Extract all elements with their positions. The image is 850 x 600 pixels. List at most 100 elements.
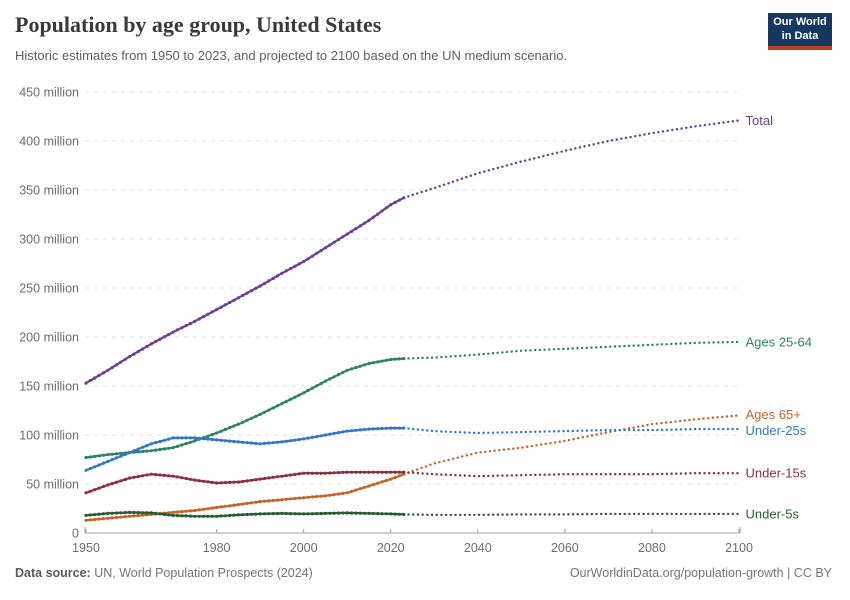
series-point-under-5s (210, 514, 214, 518)
series-point-ages-25-64 (110, 452, 114, 456)
series-point-ages-65- (376, 481, 380, 485)
series-label-ages-65-[interactable]: Ages 65+ (746, 407, 801, 422)
series-point-under-15s (280, 474, 284, 478)
series-point-ages-65- (258, 500, 262, 504)
series-point-ages-25-64 (380, 359, 384, 363)
series-point-under-25s (384, 426, 388, 430)
series-point-ages-65- (245, 501, 249, 505)
series-point-under-25s (84, 468, 88, 472)
series-point-total (389, 203, 393, 207)
series-point-ages-65- (223, 504, 227, 508)
series-point-ages-65- (323, 494, 327, 498)
series-point-total (201, 315, 206, 319)
series-point-ages-65- (249, 501, 253, 505)
series-label-under-15s[interactable]: Under-15s (746, 466, 807, 481)
series-line-historic-under-5s[interactable] (84, 511, 405, 518)
series-point-ages-65- (332, 493, 336, 497)
series-point-under-15s (101, 484, 105, 489)
x-axis-label: 1980 (203, 541, 231, 555)
series-point-ages-25-64 (345, 368, 349, 372)
series-line-projected-ages-25-64[interactable] (402, 340, 741, 360)
series-point-under-25s (336, 431, 341, 435)
series-line-historic-under-25s[interactable] (84, 427, 405, 472)
series-point-under-25s (127, 451, 132, 455)
series-line-projected-total[interactable] (402, 119, 741, 200)
series-line-projected-under-5s[interactable] (402, 512, 741, 517)
series-line-historic-under-15s[interactable] (84, 471, 405, 494)
series-point-under-5s (232, 513, 236, 517)
series-point-ages-65- (271, 498, 275, 503)
series-point-under-5s (136, 510, 140, 515)
series-point-ages-65- (254, 500, 258, 504)
series-label-ages-25-64[interactable]: Ages 25-64 (746, 334, 813, 349)
series-line-historic-total[interactable] (84, 196, 405, 385)
series-point-ages-25-64 (184, 442, 188, 446)
series-line-projected-under-25s[interactable] (402, 426, 741, 435)
series-point-total (193, 319, 197, 323)
series-point-ages-65- (284, 497, 288, 501)
series-point-under-15s (323, 471, 327, 475)
series-point-under-25s (228, 439, 232, 443)
series-point-under-15s (158, 473, 162, 477)
series-point-under-15s (284, 474, 288, 478)
series-point-under-15s (127, 476, 132, 480)
series-point-under-15s (162, 473, 166, 477)
series-line-historic-ages-25-64[interactable] (84, 357, 405, 459)
series-label-total[interactable]: Total (746, 113, 774, 128)
series-point-under-25s (154, 441, 158, 445)
series-point-ages-25-64 (323, 379, 327, 383)
series-point-total (262, 281, 267, 286)
series-point-under-5s (193, 514, 197, 518)
series-point-ages-25-64 (88, 455, 92, 459)
series-point-ages-65- (119, 515, 123, 519)
series-point-total (258, 284, 262, 288)
series-line-historic-ages-65-[interactable] (84, 473, 405, 522)
series-point-ages-65- (201, 507, 206, 511)
credit-link[interactable]: OurWorldinData.org/population-growth | C… (569, 566, 832, 580)
series-point-total (380, 209, 384, 213)
series-point-under-15s (84, 491, 88, 495)
series-line-projected-ages-65-[interactable] (402, 414, 741, 476)
series-point-total (101, 371, 105, 375)
series-point-under-15s (393, 470, 397, 474)
series-point-under-5s (228, 513, 232, 518)
series-point-under-15s (97, 486, 101, 490)
series-label-under-5s[interactable]: Under-5s (746, 506, 800, 521)
series-point-under-5s (341, 511, 345, 515)
series-point-ages-65- (171, 510, 175, 514)
series-point-under-5s (293, 512, 297, 516)
series-point-under-25s (323, 433, 327, 437)
series-point-ages-65- (262, 499, 267, 503)
series-point-total (293, 264, 297, 268)
series-label-under-25s[interactable]: Under-25s (746, 423, 807, 438)
series-point-under-5s (132, 510, 136, 515)
series-point-total (180, 326, 184, 330)
series-point-total (245, 291, 249, 295)
series-point-under-5s (206, 514, 210, 518)
y-axis-label: 350 million (19, 184, 79, 198)
series-point-ages-65- (141, 513, 145, 517)
series-point-ages-25-64 (354, 366, 358, 370)
series-point-total (302, 259, 306, 264)
series-point-ages-65- (280, 498, 284, 502)
series-point-under-5s (310, 512, 314, 516)
series-point-under-25s (267, 441, 271, 445)
series-point-ages-25-64 (254, 414, 258, 418)
series-point-ages-65- (88, 518, 92, 522)
series-point-under-5s (332, 511, 336, 515)
series-point-under-15s (367, 470, 371, 474)
series-point-under-15s (228, 480, 232, 484)
series-point-under-15s (188, 477, 193, 481)
series-point-ages-65- (384, 478, 388, 483)
series-point-under-5s (354, 511, 358, 515)
series-point-ages-25-64 (384, 358, 388, 362)
series-point-ages-25-64 (249, 416, 253, 420)
series-point-ages-65- (363, 485, 367, 489)
y-axis-label: 0 (72, 527, 79, 541)
x-axis-label: 1950 (72, 541, 100, 555)
series-point-ages-65- (275, 498, 280, 502)
series-line-projected-under-15s[interactable] (402, 471, 741, 478)
series-point-ages-65- (371, 483, 375, 487)
